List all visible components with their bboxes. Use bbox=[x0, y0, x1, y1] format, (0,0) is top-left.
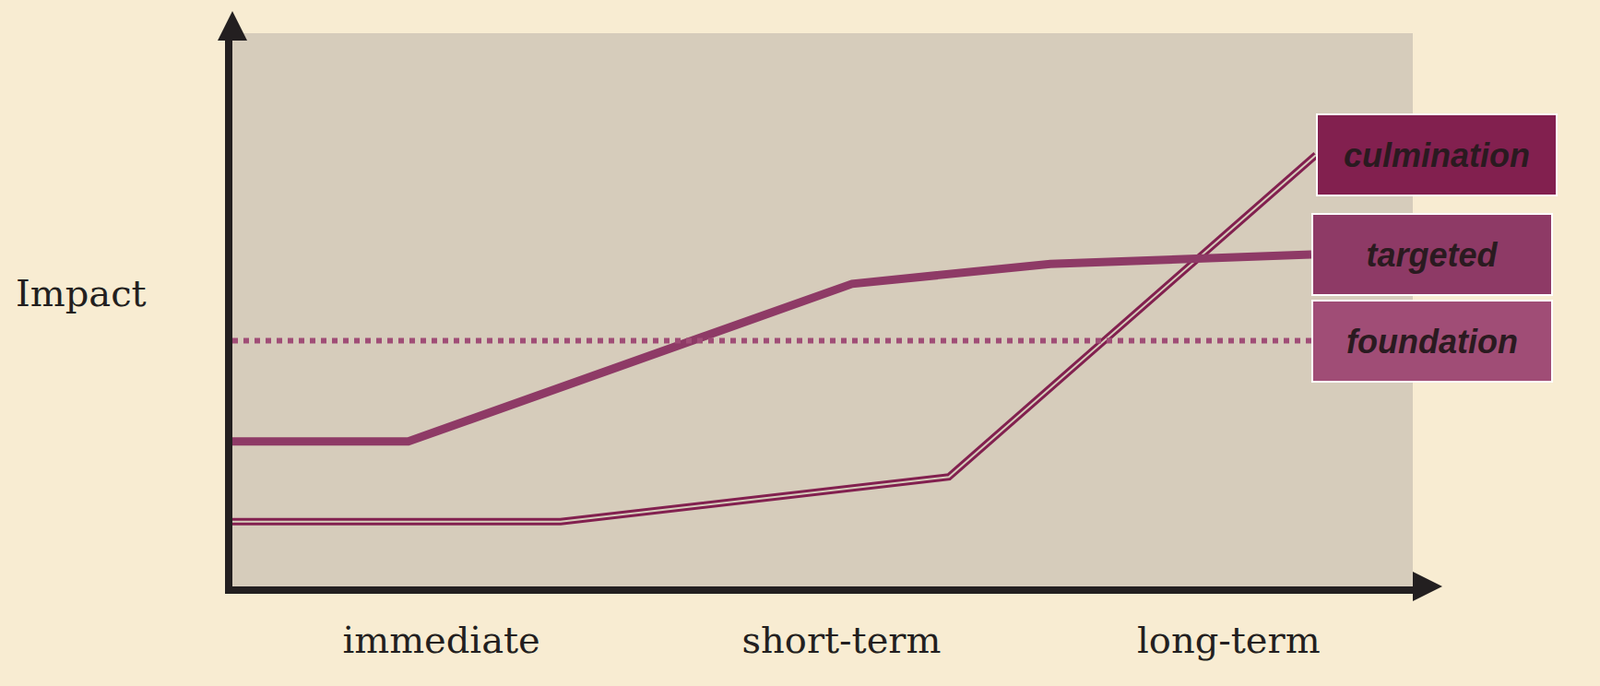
svg-text:long-term: long-term bbox=[1137, 618, 1321, 662]
svg-text:Impact: Impact bbox=[15, 272, 147, 315]
svg-text:targeted: targeted bbox=[1365, 236, 1498, 274]
svg-text:short-term: short-term bbox=[742, 618, 942, 662]
svg-text:immediate: immediate bbox=[342, 618, 540, 662]
svg-text:foundation: foundation bbox=[1346, 322, 1518, 361]
svg-text:culmination: culmination bbox=[1343, 136, 1530, 175]
